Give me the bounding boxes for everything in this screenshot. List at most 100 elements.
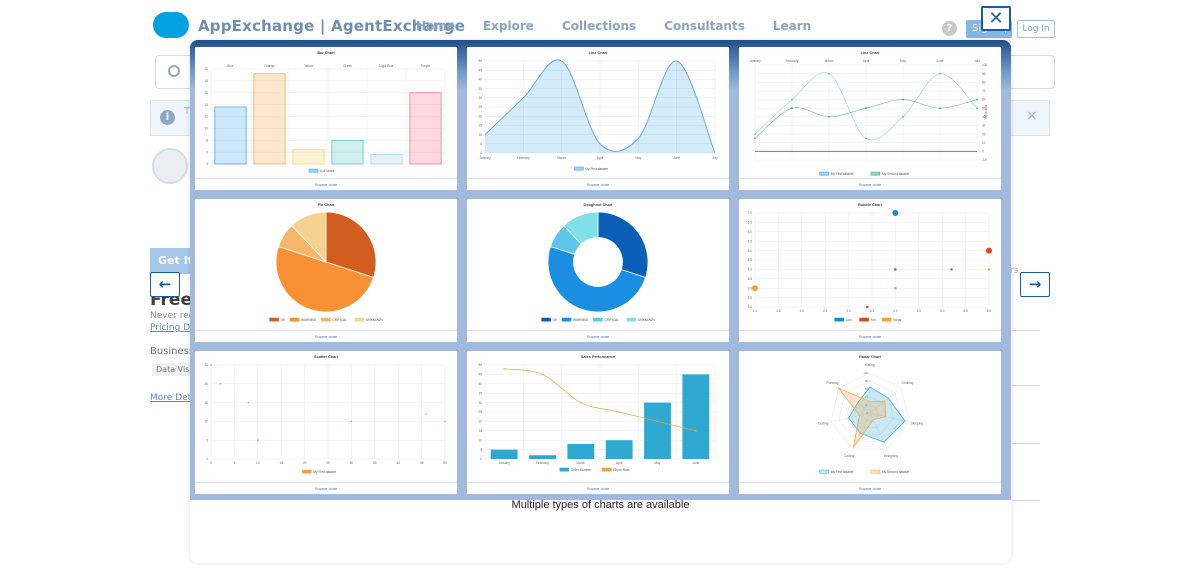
slice <box>291 211 327 264</box>
chart-svg: Radar Chart Eating Drinking Sleeping Designi… <box>818 355 923 474</box>
legend-label: Churn Rate <box>613 468 630 472</box>
x-tick-label: 5.5 <box>963 309 968 313</box>
x-tick-label: May <box>654 461 660 465</box>
legend-label: Lion <box>846 318 852 322</box>
y-tick-label: 25 <box>478 105 482 109</box>
nav-explore[interactable]: Explore <box>482 19 534 33</box>
login-button[interactable]: Log In <box>1017 20 1055 38</box>
data-point <box>752 285 758 292</box>
x-tick-label: July <box>712 156 718 160</box>
chart-title: Doughnut Chart <box>584 203 614 207</box>
legend-swatch <box>321 317 331 322</box>
y-tick-label: 15 <box>478 429 482 433</box>
pricing-note: Never req <box>150 311 195 321</box>
chart-title: Sales Performance <box>581 355 615 359</box>
chart-svg: Doughnut Chart OK WARNING CRITICAL UNKNOWN <box>541 203 656 322</box>
nav-consultants[interactable]: Consultants <box>664 19 745 33</box>
source-code-link[interactable]: Source code <box>195 178 457 190</box>
legend-swatch <box>269 317 279 322</box>
data-point <box>618 411 620 413</box>
y-tick-label: 35 <box>478 391 482 395</box>
data-point <box>865 107 867 110</box>
legend-label: WARNING <box>573 318 589 322</box>
legend-swatch <box>354 317 365 322</box>
legend-swatch <box>561 317 572 322</box>
y-tick-label: 90 <box>982 72 986 76</box>
pricing-details-link[interactable]: Pricing De <box>150 323 196 333</box>
y-tick-label: 10 <box>478 438 482 442</box>
chart-svg: Bubble Chart 7.0 6.5 6.0 5.5 5.0 4.5 4.0 3.5 3.0 2… <box>748 203 992 322</box>
y-tick-label: 5 <box>480 142 482 146</box>
x-tick-label: Purple <box>421 64 430 68</box>
y-tick-label: 10 <box>204 420 208 424</box>
data-point <box>828 115 830 118</box>
y-tick-label: 0 <box>480 151 482 155</box>
legend-label: OK <box>553 318 558 322</box>
salesforce-cloud-logo[interactable] <box>153 12 189 38</box>
x-tick-label: 3.0 <box>846 309 851 313</box>
bar <box>567 443 595 459</box>
source-code-link[interactable]: Source code <box>195 330 457 342</box>
source-code-link[interactable]: Source code <box>195 482 457 494</box>
source-code-link[interactable]: Source code <box>467 482 729 494</box>
data-point <box>541 373 544 376</box>
x-tick-label: 45 <box>420 461 424 465</box>
y-tick-label: 25 <box>478 410 482 414</box>
source-code-link[interactable]: Source code <box>739 330 1001 342</box>
nav-learn[interactable]: Learn <box>772 19 812 33</box>
close-lightbox-button[interactable]: ✕ <box>981 6 1011 31</box>
get-it-button[interactable]: Get It <box>150 248 196 274</box>
y-tick-label: 10 <box>204 127 208 131</box>
category-tag[interactable]: Data Visu <box>152 363 199 376</box>
previous-image-button[interactable]: ← <box>150 272 180 297</box>
nav-home[interactable]: Home <box>416 19 455 33</box>
radar-axis-label: Running <box>827 381 839 385</box>
data-point <box>580 401 582 404</box>
legend-label: My Second dataset <box>882 470 909 474</box>
data-point <box>950 268 953 271</box>
radar-tick-label: 0 <box>866 411 868 415</box>
chart-svg: Line Chart1009080706050403020100-10Value… <box>749 51 988 176</box>
source-code-link[interactable]: Source code <box>467 330 729 342</box>
data-point <box>866 305 869 309</box>
source-code-link[interactable]: Source code <box>739 178 1001 190</box>
radar-ring <box>861 404 879 421</box>
source-code-link[interactable]: Source code <box>467 178 729 190</box>
app-logo <box>152 148 188 184</box>
divider <box>1012 385 1040 386</box>
chart-panel: Sales Performance 50 45 40 35 30 25 20 15 10 5 0 Jan… <box>467 351 729 494</box>
legend-swatch <box>308 168 319 173</box>
brand-title[interactable]: AppExchange | AgentExchange <box>198 17 466 35</box>
y-tick-label: 30 <box>982 124 986 128</box>
chart-svg: Bar Chart 20 18 16 14 12 10 8 6 4 Blue Orange Yellow… <box>204 51 446 173</box>
source-code-link[interactable]: Source code <box>739 482 1001 494</box>
help-icon[interactable]: ? <box>942 21 957 36</box>
data-point <box>695 430 697 432</box>
next-image-button[interactable]: → <box>1020 272 1050 297</box>
data-point <box>939 72 941 75</box>
chart-panel: Line Chart 100 90 80 70 60 50 40 30 20 10 0 -10 Value… <box>739 47 1001 190</box>
y-tick-label: 100 <box>982 63 988 67</box>
y-tick-label: 3.0 <box>748 286 753 290</box>
more-details-link[interactable]: More Det <box>150 393 192 403</box>
search-icon <box>168 65 180 77</box>
y-tick-label: 0 <box>480 457 482 461</box>
legend-label: My First dataset <box>831 172 854 176</box>
series-line <box>504 368 696 432</box>
y-tick-label: 5 <box>480 448 482 452</box>
y-tick-label: 40 <box>982 115 986 119</box>
y-tick-label: 45 <box>478 68 482 72</box>
info-close-icon[interactable]: × <box>1026 108 1038 124</box>
x-tick-label: July <box>974 59 980 63</box>
top-nav: Home Explore Collections Consultants Lea… <box>416 19 839 33</box>
legend-label: CRITICAL <box>604 318 619 322</box>
y-tick-label: 0 <box>982 150 984 154</box>
series-line <box>484 59 716 154</box>
nav-collections[interactable]: Collections <box>561 19 637 33</box>
divider <box>1012 443 1040 444</box>
x-tick-label: March <box>825 59 834 63</box>
radar-ring <box>854 396 886 428</box>
close-icon: ✕ <box>988 7 1004 29</box>
y-tick-label: 20 <box>982 132 986 136</box>
